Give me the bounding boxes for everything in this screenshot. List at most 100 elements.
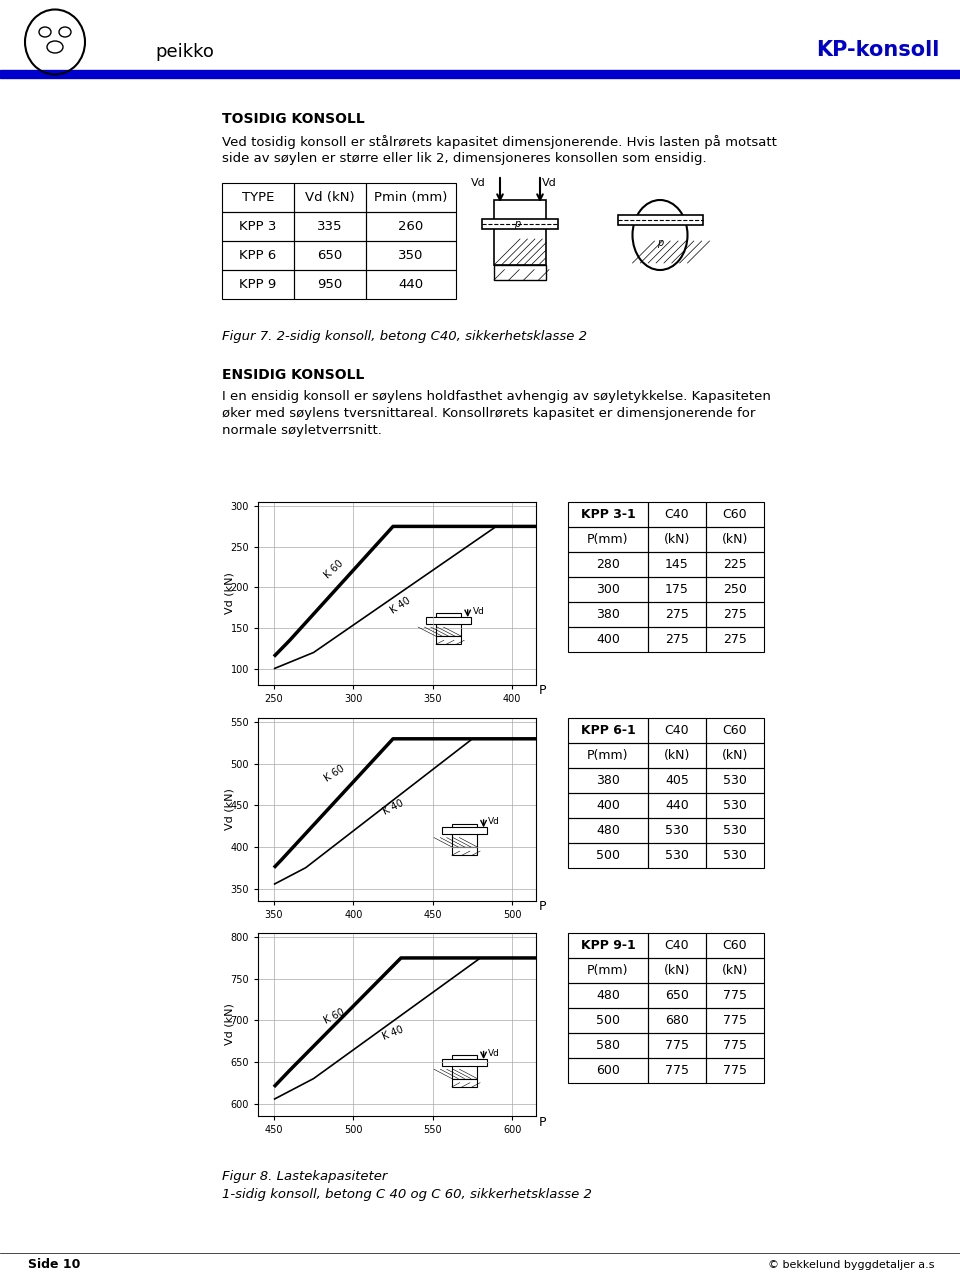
Bar (222, 241, 294, 269)
Bar (617, 214, 703, 225)
Bar (706, 769, 764, 793)
Bar (648, 743, 706, 769)
Bar (648, 627, 706, 652)
Text: 600: 600 (596, 1064, 620, 1076)
Bar (648, 577, 706, 602)
Bar (706, 1008, 764, 1033)
Bar (366, 241, 456, 269)
Text: C40: C40 (664, 508, 689, 521)
Bar (294, 241, 366, 269)
Bar (494, 266, 546, 280)
Bar (706, 502, 764, 527)
Bar (706, 552, 764, 577)
Text: 530: 530 (723, 774, 747, 786)
Bar (426, 617, 470, 624)
Text: P(mm): P(mm) (588, 749, 629, 762)
Text: 500: 500 (596, 1014, 620, 1026)
Bar (294, 183, 366, 212)
Text: 250: 250 (723, 582, 747, 597)
Text: C60: C60 (723, 508, 747, 521)
Text: 275: 275 (723, 633, 747, 647)
Text: peikko: peikko (155, 44, 214, 62)
Text: P(mm): P(mm) (588, 532, 629, 547)
Text: K 60: K 60 (323, 763, 347, 784)
Text: p: p (514, 219, 520, 230)
Text: KPP 6-1: KPP 6-1 (581, 724, 636, 736)
Text: KPP 6: KPP 6 (239, 249, 276, 262)
Bar (366, 183, 456, 212)
Text: KPP 3: KPP 3 (239, 219, 276, 234)
Text: KPP 9-1: KPP 9-1 (581, 939, 636, 952)
Ellipse shape (633, 200, 687, 269)
Bar (568, 743, 648, 769)
Bar (706, 1033, 764, 1058)
Bar (706, 983, 764, 1008)
Bar (706, 1058, 764, 1083)
Bar (648, 793, 706, 819)
Text: Vd: Vd (489, 1049, 500, 1058)
Text: 775: 775 (665, 1064, 689, 1076)
Text: I en ensidig konsoll er søylens holdfasthet avhengig av søyletykkelse. Kapasitet: I en ensidig konsoll er søylens holdfast… (222, 390, 771, 403)
Bar (568, 577, 648, 602)
Bar (452, 1056, 477, 1079)
Bar (706, 793, 764, 819)
Text: 775: 775 (723, 1014, 747, 1026)
Text: 440: 440 (665, 799, 689, 812)
Bar (494, 200, 546, 266)
Bar (706, 819, 764, 843)
Bar (648, 819, 706, 843)
Text: ENSIDIG KONSOLL: ENSIDIG KONSOLL (222, 368, 365, 382)
Text: 225: 225 (723, 558, 747, 571)
Text: (kN): (kN) (722, 532, 748, 547)
Bar (366, 269, 456, 299)
Bar (648, 1058, 706, 1083)
Text: Side 10: Side 10 (28, 1259, 81, 1271)
Text: 405: 405 (665, 774, 689, 786)
Bar (568, 1033, 648, 1058)
Bar (568, 933, 648, 958)
Bar (706, 718, 764, 743)
Text: 480: 480 (596, 989, 620, 1002)
Text: TOSIDIG KONSOLL: TOSIDIG KONSOLL (222, 112, 365, 126)
Bar (706, 577, 764, 602)
Text: (kN): (kN) (722, 749, 748, 762)
Bar (648, 1033, 706, 1058)
Text: 400: 400 (596, 799, 620, 812)
Text: 1-sidig konsoll, betong C 40 og C 60, sikkerhetsklasse 2: 1-sidig konsoll, betong C 40 og C 60, si… (222, 1188, 592, 1201)
Text: Vd (kN): Vd (kN) (225, 572, 235, 615)
Text: 530: 530 (665, 849, 689, 862)
Text: 500: 500 (596, 849, 620, 862)
Text: K 40: K 40 (381, 1024, 405, 1042)
Bar (706, 743, 764, 769)
Text: K 40: K 40 (381, 798, 405, 816)
Text: K 60: K 60 (323, 558, 346, 581)
Text: 530: 530 (665, 824, 689, 837)
Text: 680: 680 (665, 1014, 689, 1026)
Text: øker med søylens tversnittareal. Konsollrørets kapasitet er dimensjonerende for: øker med søylens tversnittareal. Konsoll… (222, 407, 756, 420)
Bar (568, 552, 648, 577)
Text: KPP 3-1: KPP 3-1 (581, 508, 636, 521)
Text: 775: 775 (723, 1039, 747, 1052)
Text: K 60: K 60 (323, 1007, 347, 1025)
Text: 175: 175 (665, 582, 689, 597)
Text: 950: 950 (318, 278, 343, 291)
Text: 300: 300 (596, 582, 620, 597)
Text: TYPE: TYPE (242, 191, 275, 204)
Text: Vd: Vd (542, 178, 557, 189)
Bar (222, 212, 294, 241)
Bar (568, 502, 648, 527)
Bar (568, 983, 648, 1008)
Bar (0, 71, 960, 78)
Bar (648, 983, 706, 1008)
Bar (568, 958, 648, 983)
Bar (568, 627, 648, 652)
Text: 400: 400 (596, 633, 620, 647)
Text: 480: 480 (596, 824, 620, 837)
Text: C60: C60 (723, 724, 747, 736)
Text: 650: 650 (318, 249, 343, 262)
Text: P: P (540, 685, 547, 698)
Bar (568, 769, 648, 793)
Bar (648, 552, 706, 577)
Bar (452, 1079, 477, 1087)
Text: P: P (540, 901, 547, 913)
